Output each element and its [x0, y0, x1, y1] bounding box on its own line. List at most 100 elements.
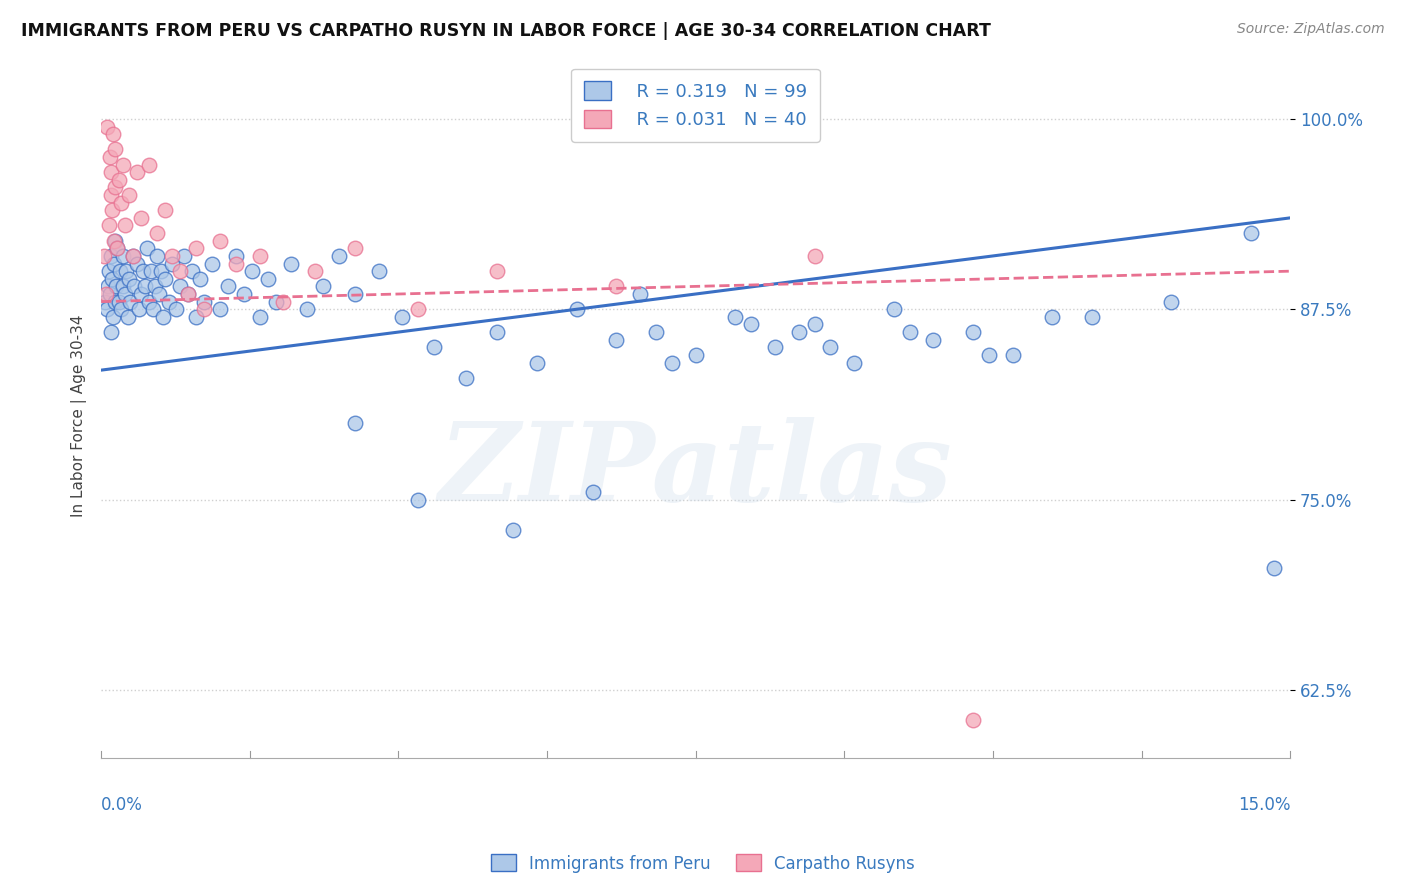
Point: [661, 355, 683, 369]
Point: [628, 287, 651, 301]
Point: [103, 256, 125, 270]
Text: ZIPatlas: ZIPatlas: [439, 417, 953, 524]
Point: [152, 310, 174, 324]
Point: [128, 302, 150, 317]
Point: [112, 158, 135, 172]
Point: [105, 241, 128, 255]
Point: [125, 165, 148, 179]
Point: [502, 523, 524, 537]
Y-axis label: In Labor Force | Age 30-34: In Labor Force | Age 30-34: [72, 315, 87, 517]
Point: [820, 340, 842, 354]
Point: [100, 325, 122, 339]
Point: [186, 310, 208, 324]
Point: [114, 219, 136, 233]
Point: [177, 287, 200, 301]
Point: [112, 249, 135, 263]
Point: [139, 264, 162, 278]
Point: [97, 279, 120, 293]
Point: [110, 195, 132, 210]
Point: [107, 294, 129, 309]
Point: [486, 264, 509, 278]
Point: [165, 302, 187, 317]
Point: [328, 249, 350, 263]
Point: [343, 417, 366, 431]
Legend:   R = 0.319   N = 99,   R = 0.031   N = 40: R = 0.319 N = 99, R = 0.031 N = 40: [571, 69, 820, 142]
Point: [208, 234, 231, 248]
Point: [104, 294, 127, 309]
Point: [129, 287, 152, 301]
Text: 15.0%: 15.0%: [1237, 797, 1291, 814]
Point: [803, 318, 825, 332]
Point: [645, 325, 668, 339]
Point: [96, 120, 118, 134]
Point: [138, 158, 160, 172]
Point: [94, 287, 117, 301]
Point: [454, 370, 477, 384]
Point: [110, 302, 132, 317]
Point: [264, 294, 287, 309]
Point: [104, 142, 127, 156]
Point: [100, 249, 122, 263]
Point: [232, 287, 254, 301]
Legend: Immigrants from Peru, Carpatho Rusyns: Immigrants from Peru, Carpatho Rusyns: [484, 847, 922, 880]
Point: [104, 180, 127, 194]
Point: [724, 310, 747, 324]
Point: [114, 287, 136, 301]
Point: [104, 234, 127, 248]
Point: [173, 249, 195, 263]
Point: [565, 302, 588, 317]
Point: [120, 294, 142, 309]
Point: [142, 302, 165, 317]
Point: [1001, 348, 1024, 362]
Point: [391, 310, 413, 324]
Point: [162, 249, 184, 263]
Point: [962, 325, 984, 339]
Point: [105, 241, 128, 255]
Point: [111, 279, 134, 293]
Point: [740, 318, 762, 332]
Point: [118, 272, 141, 286]
Point: [145, 226, 167, 240]
Point: [225, 256, 247, 270]
Point: [977, 348, 1000, 362]
Point: [193, 294, 215, 309]
Point: [217, 279, 239, 293]
Point: [177, 287, 200, 301]
Point: [962, 714, 984, 728]
Point: [121, 249, 143, 263]
Point: [145, 249, 167, 263]
Point: [121, 249, 143, 263]
Point: [162, 256, 184, 270]
Point: [273, 294, 295, 309]
Point: [181, 264, 204, 278]
Point: [256, 272, 278, 286]
Point: [105, 279, 128, 293]
Point: [605, 279, 627, 293]
Point: [188, 272, 211, 286]
Point: [93, 249, 115, 263]
Point: [148, 287, 170, 301]
Text: IMMIGRANTS FROM PERU VS CARPATHO RUSYN IN LABOR FORCE | AGE 30-34 CORRELATION CH: IMMIGRANTS FROM PERU VS CARPATHO RUSYN I…: [21, 22, 991, 40]
Point: [98, 219, 121, 233]
Point: [201, 256, 224, 270]
Point: [1081, 310, 1104, 324]
Point: [101, 127, 124, 141]
Point: [98, 287, 121, 301]
Point: [343, 241, 366, 255]
Point: [240, 264, 263, 278]
Point: [193, 302, 215, 317]
Point: [763, 340, 786, 354]
Point: [153, 203, 176, 218]
Point: [149, 264, 172, 278]
Point: [581, 485, 603, 500]
Point: [124, 279, 146, 293]
Point: [94, 294, 117, 309]
Point: [526, 355, 548, 369]
Point: [922, 333, 945, 347]
Point: [343, 287, 366, 301]
Point: [208, 302, 231, 317]
Point: [101, 272, 124, 286]
Point: [186, 241, 208, 255]
Point: [98, 264, 121, 278]
Point: [107, 173, 129, 187]
